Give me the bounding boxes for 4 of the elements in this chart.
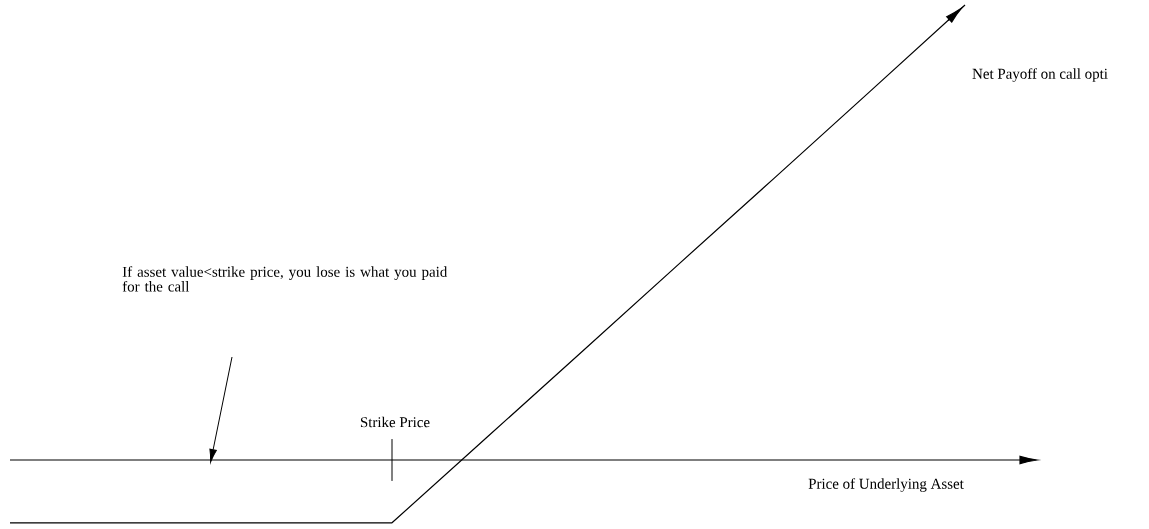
x-axis-title: Price of Underlying Asset [808, 478, 964, 492]
annotation: If asset value<strike price, you lose is what you paid for the call [122, 266, 448, 292]
annotation: Strike Price [360, 416, 430, 428]
annotation: Net Payoff on call opti [972, 68, 1108, 82]
